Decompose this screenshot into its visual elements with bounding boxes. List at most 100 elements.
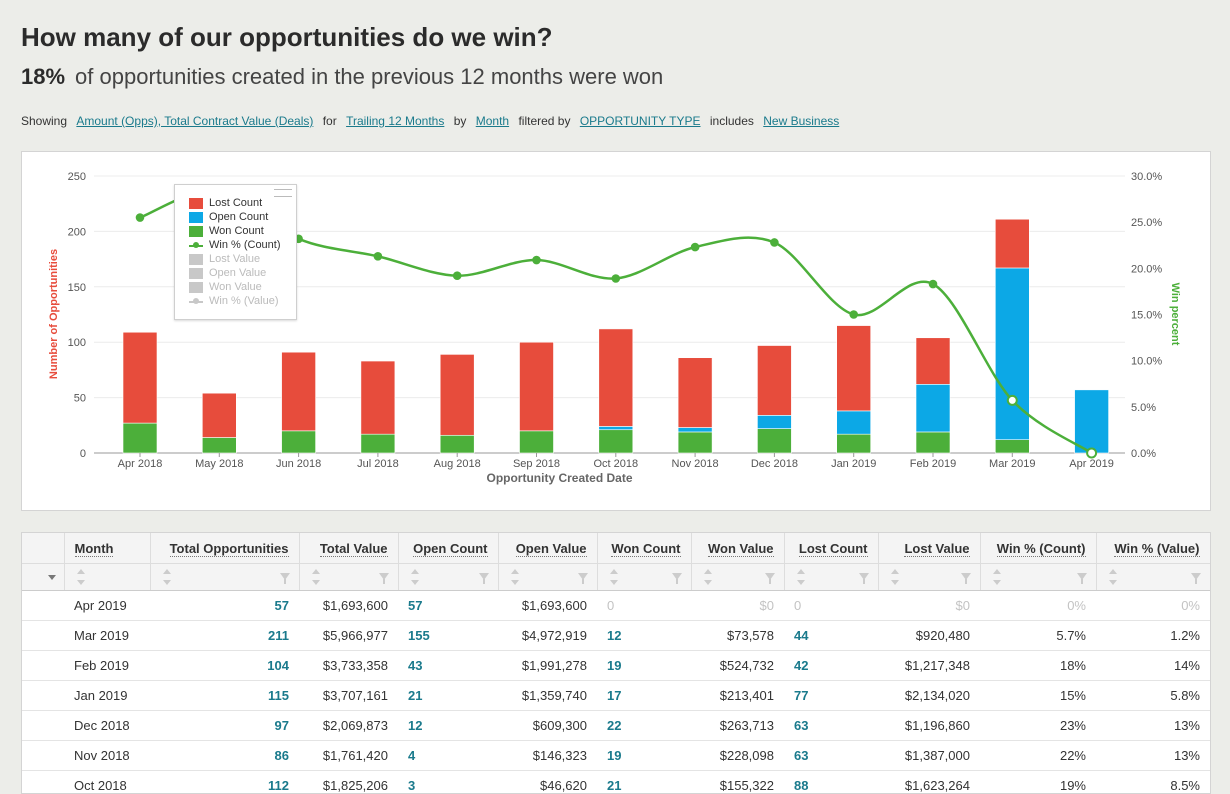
legend-item[interactable]: Win % (Count) xyxy=(189,238,281,252)
bar-segment[interactable] xyxy=(678,428,712,432)
table-cell[interactable]: 19 xyxy=(597,741,691,771)
column-header[interactable]: Total Value xyxy=(299,533,398,564)
column-header[interactable]: Open Count xyxy=(398,533,498,564)
table-cell[interactable]: 86 xyxy=(150,741,299,771)
filter-field-link[interactable]: OPPORTUNITY TYPE xyxy=(580,114,701,128)
sort-icon[interactable] xyxy=(411,569,420,585)
legend-item[interactable]: Open Value xyxy=(189,266,266,280)
row-select-cell[interactable] xyxy=(22,711,64,741)
bar-segment[interactable] xyxy=(1075,390,1109,453)
bar-segment[interactable] xyxy=(995,440,1029,453)
bar-segment[interactable] xyxy=(916,338,950,385)
legend-item[interactable]: Won Count xyxy=(189,224,264,238)
column-header[interactable]: Win % (Value) xyxy=(1096,533,1210,564)
row-select-cell[interactable] xyxy=(22,591,64,621)
column-header[interactable]: Lost Value xyxy=(878,533,980,564)
win-percent-point[interactable] xyxy=(374,253,382,261)
bar-segment[interactable] xyxy=(123,423,157,453)
grouping-link[interactable]: Month xyxy=(476,114,509,128)
bar-segment[interactable] xyxy=(520,431,554,453)
period-link[interactable]: Trailing 12 Months xyxy=(346,114,444,128)
win-percent-point[interactable] xyxy=(1087,449,1096,458)
win-percent-point[interactable] xyxy=(533,256,541,264)
table-cell[interactable]: 63 xyxy=(784,711,878,741)
table-cell[interactable]: 4 xyxy=(398,741,498,771)
filter-icon[interactable] xyxy=(1191,573,1201,580)
row-select-cell[interactable] xyxy=(22,771,64,794)
bar-segment[interactable] xyxy=(599,329,633,427)
bar-segment[interactable] xyxy=(678,358,712,428)
bar-segment[interactable] xyxy=(837,326,871,411)
bar-segment[interactable] xyxy=(837,434,871,453)
sort-icon[interactable] xyxy=(163,569,172,585)
legend-item[interactable]: Lost Value xyxy=(189,252,260,266)
filter-icon[interactable] xyxy=(765,573,775,580)
filter-icon[interactable] xyxy=(672,573,682,580)
table-cell[interactable]: 12 xyxy=(398,711,498,741)
column-header[interactable]: Lost Count xyxy=(784,533,878,564)
bar-segment[interactable] xyxy=(757,346,791,416)
table-cell[interactable]: 77 xyxy=(784,681,878,711)
row-select-cell[interactable] xyxy=(22,621,64,651)
table-cell[interactable]: 115 xyxy=(150,681,299,711)
sort-icon[interactable] xyxy=(1109,569,1118,585)
bar-segment[interactable] xyxy=(599,430,633,453)
sort-icon[interactable] xyxy=(891,569,900,585)
sort-icon[interactable] xyxy=(312,569,321,585)
table-cell[interactable]: 43 xyxy=(398,651,498,681)
table-cell[interactable]: 112 xyxy=(150,771,299,794)
column-header[interactable]: Open Value xyxy=(498,533,597,564)
bar-segment[interactable] xyxy=(202,437,236,453)
filter-icon[interactable] xyxy=(379,573,389,580)
win-percent-point[interactable] xyxy=(929,280,937,288)
legend-item[interactable]: Win % (Value) xyxy=(189,294,278,308)
table-cell[interactable]: 88 xyxy=(784,771,878,794)
win-percent-point[interactable] xyxy=(850,311,858,319)
bar-segment[interactable] xyxy=(916,384,950,432)
bar-segment[interactable] xyxy=(361,434,395,453)
row-select-cell[interactable] xyxy=(22,651,64,681)
win-percent-point[interactable] xyxy=(691,243,699,251)
table-cell[interactable]: 12 xyxy=(597,621,691,651)
filter-icon[interactable] xyxy=(280,573,290,580)
bar-segment[interactable] xyxy=(282,352,316,431)
table-cell[interactable]: 104 xyxy=(150,651,299,681)
sort-icon[interactable] xyxy=(610,569,619,585)
table-cell[interactable]: 57 xyxy=(398,591,498,621)
legend-drag-handle[interactable] xyxy=(274,189,292,197)
bar-segment[interactable] xyxy=(520,342,554,431)
table-cell[interactable]: 155 xyxy=(398,621,498,651)
bar-segment[interactable] xyxy=(995,268,1029,440)
legend-item[interactable]: Open Count xyxy=(189,210,268,224)
row-menu-cell[interactable] xyxy=(22,564,64,591)
bar-segment[interactable] xyxy=(440,354,474,435)
filter-icon[interactable] xyxy=(859,573,869,580)
column-header[interactable]: Win % (Count) xyxy=(980,533,1096,564)
column-header[interactable]: Total Opportunities xyxy=(150,533,299,564)
metric-link[interactable]: Amount (Opps), Total Contract Value (Dea… xyxy=(76,114,313,128)
bar-segment[interactable] xyxy=(361,361,395,434)
table-cell[interactable]: 42 xyxy=(784,651,878,681)
bar-segment[interactable] xyxy=(678,432,712,453)
bar-segment[interactable] xyxy=(202,393,236,437)
table-cell[interactable]: 22 xyxy=(597,711,691,741)
legend-item[interactable]: Lost Count xyxy=(189,196,262,210)
win-percent-point[interactable] xyxy=(1008,396,1017,405)
sort-icon[interactable] xyxy=(797,569,806,585)
legend-item[interactable]: Won Value xyxy=(189,280,262,294)
bar-segment[interactable] xyxy=(995,219,1029,268)
sort-icon[interactable] xyxy=(511,569,520,585)
column-header[interactable]: Month xyxy=(64,533,150,564)
win-percent-point[interactable] xyxy=(136,214,144,222)
table-cell[interactable]: 97 xyxy=(150,711,299,741)
filter-icon[interactable] xyxy=(479,573,489,580)
filter-icon[interactable] xyxy=(1077,573,1087,580)
filter-icon[interactable] xyxy=(578,573,588,580)
